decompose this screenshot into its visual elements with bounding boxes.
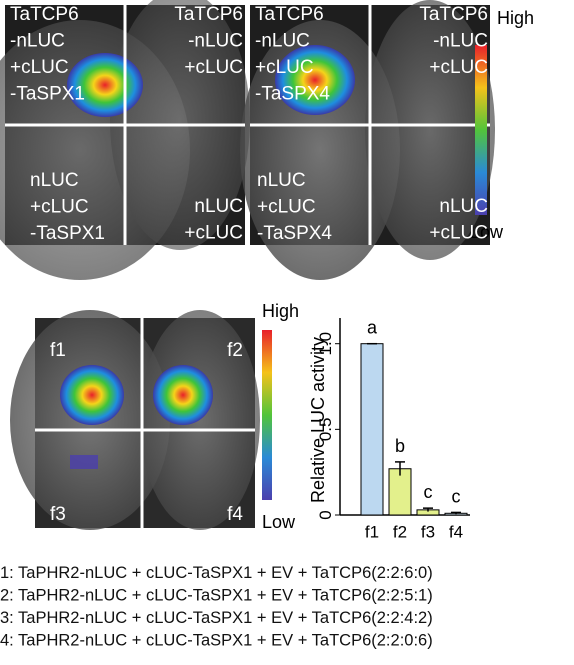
- cell-label: -TaSPX1: [10, 84, 85, 105]
- cell-label: -TaSPX4: [257, 223, 332, 244]
- cell-label: nLUC: [30, 170, 79, 191]
- significance-label: c: [452, 486, 461, 506]
- bar: [360, 343, 384, 516]
- significance-label: a: [367, 318, 378, 338]
- cell-label: +cLUC: [429, 223, 488, 244]
- x-tick-label: f1: [365, 522, 379, 541]
- cell-label: TaTCP6: [10, 4, 79, 25]
- y-tick-label: 1.0: [316, 332, 335, 356]
- x-tick-label: f3: [421, 522, 435, 541]
- cell-label: nLUC: [257, 170, 306, 191]
- panel-label: f1: [50, 340, 66, 361]
- cell-label: +cLUC: [184, 223, 243, 244]
- panel-label: f4: [227, 504, 243, 525]
- cell-label: -nLUC: [188, 31, 243, 52]
- bottom-images: [10, 310, 272, 530]
- significance-label: c: [424, 482, 433, 502]
- cell-label: TaTCP6: [255, 4, 324, 25]
- scale-low: Low: [470, 222, 504, 242]
- legend-line: 4: TaPHR2-nLUC + cLUC-TaSPX1 + EV + TaTC…: [0, 632, 433, 650]
- y-tick-label: 0: [316, 510, 335, 519]
- panel-label: f3: [50, 504, 66, 525]
- cell-label: nLUC: [194, 196, 243, 217]
- cell-label: -nLUC: [10, 31, 65, 52]
- significance-label: b: [395, 436, 405, 456]
- cell-label: -TaSPX4: [255, 84, 330, 105]
- cell-label: -TaSPX1: [30, 223, 105, 244]
- y-axis-label: Relative LUC activity: [308, 337, 328, 503]
- cell-label: TaTCP6: [174, 4, 243, 25]
- cell-label: +cLUC: [257, 197, 316, 218]
- cell-label: +cLUC: [184, 57, 243, 78]
- cell-label: +cLUC: [10, 57, 69, 78]
- x-tick-label: f2: [393, 522, 407, 541]
- scale-high: High: [497, 8, 534, 28]
- bar: [388, 468, 412, 516]
- cell-label: nLUC: [439, 196, 488, 217]
- x-tick-label: f4: [449, 522, 463, 541]
- cell-label: -nLUC: [433, 31, 488, 52]
- legend-line: 3: TaPHR2-nLUC + cLUC-TaSPX1 + EV + TaTC…: [0, 609, 433, 627]
- top-images: [0, 0, 495, 280]
- cell-label: -nLUC: [255, 31, 310, 52]
- legend-line: 2: TaPHR2-nLUC + cLUC-TaSPX1 + EV + TaTC…: [0, 587, 433, 605]
- cell-label: TaTCP6: [419, 4, 488, 25]
- scale-high: High: [262, 301, 299, 321]
- y-tick-label: 0.5: [316, 418, 335, 442]
- legend-line: 1: TaPHR2-nLUC + cLUC-TaSPX1 + EV + TaTC…: [0, 564, 433, 582]
- panel-label: f2: [227, 340, 243, 361]
- cell-label: +cLUC: [429, 57, 488, 78]
- cell-label: +cLUC: [255, 57, 314, 78]
- scale-low: Low: [262, 512, 296, 532]
- cell-label: +cLUC: [30, 197, 89, 218]
